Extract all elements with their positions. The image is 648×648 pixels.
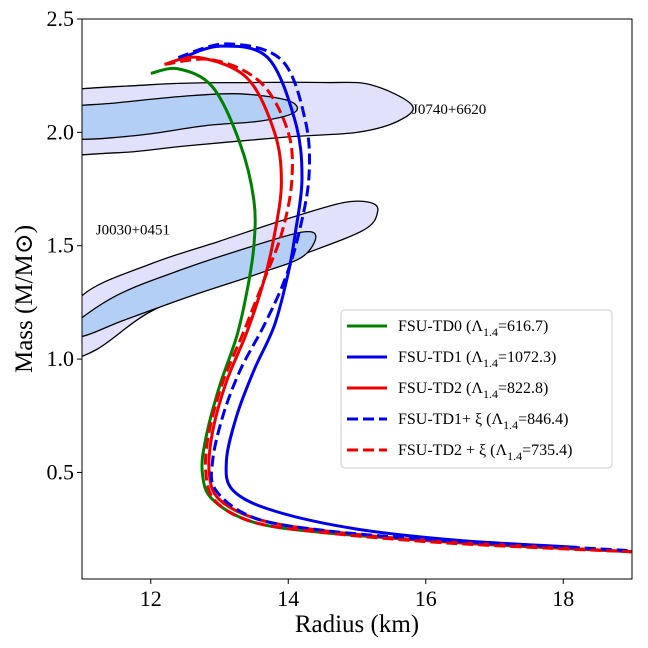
y-tick-label-2: 1.0 — [47, 346, 75, 371]
region-label-2: J0030+0451 — [96, 222, 170, 238]
legend: FSU-TD0 (Λ1.4=616.7)FSU-TD1 (Λ1.4=1072.3… — [341, 310, 612, 468]
x-tick-label-3: 16 — [415, 586, 437, 611]
y-tick-label-3: 1.5 — [47, 233, 75, 258]
region-label-1: J0740+6620 — [412, 102, 486, 118]
y-axis-title: Mass (M/M⊙) — [11, 225, 38, 373]
y-tick-label-5: 2.5 — [47, 6, 75, 31]
x-tick-label-4: 18 — [552, 586, 574, 611]
x-tick-label-2: 14 — [277, 586, 299, 611]
y-tick-label-1: 0.5 — [47, 459, 75, 484]
y-tick-label-4: 2.0 — [47, 119, 75, 144]
x-tick-label-1: 12 — [140, 586, 162, 611]
x-axis-title: Radius (km) — [295, 611, 419, 638]
